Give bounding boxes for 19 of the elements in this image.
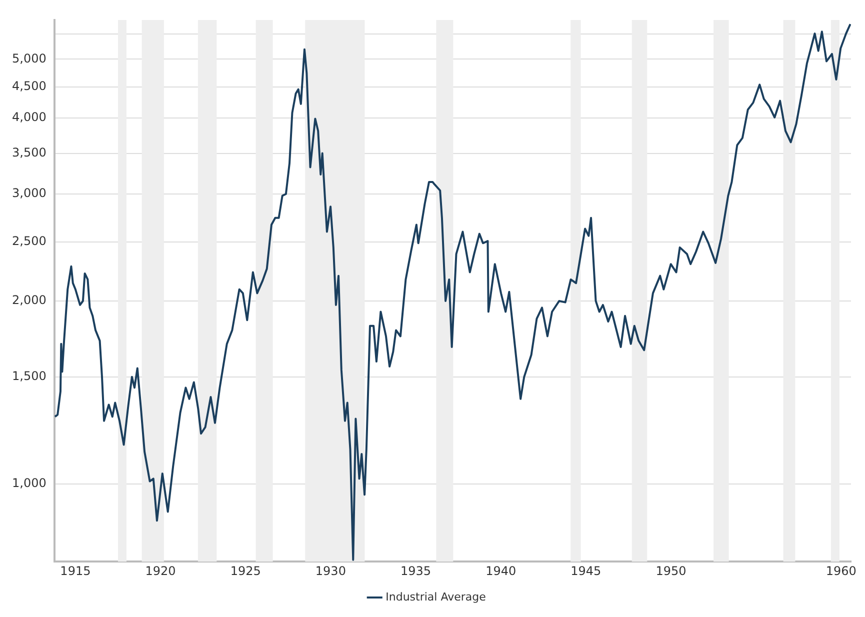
- legend-label: Industrial Average: [386, 590, 486, 604]
- x-tick-label: 1925: [230, 564, 261, 578]
- y-tick-label: 2,000: [12, 293, 46, 308]
- y-tick-label: 1,000: [12, 476, 46, 490]
- x-tick-label: 1960: [826, 564, 856, 578]
- x-tick-label: 1945: [570, 564, 602, 578]
- y-tick-label: 3,000: [12, 186, 46, 200]
- x-tick-label: 1950: [656, 564, 686, 578]
- y-tick-label: 4,500: [12, 79, 46, 94]
- y-tick-label: 5,000: [12, 51, 46, 66]
- y-tick-label: 3,500: [12, 145, 46, 160]
- y-tick-label: 4,000: [12, 110, 46, 124]
- x-tick-label: 1935: [400, 564, 432, 578]
- x-tick-label: 1930: [315, 564, 346, 578]
- y-tick-label: 2,500: [12, 234, 46, 248]
- x-tick-label: 1940: [486, 564, 516, 578]
- x-tick-label: 1920: [145, 564, 176, 578]
- y-tick-label: 1,500: [12, 369, 46, 384]
- x-tick-label: 1915: [60, 564, 91, 578]
